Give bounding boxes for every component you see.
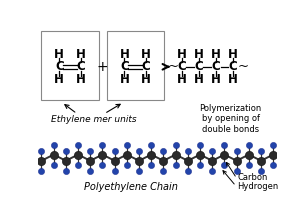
Text: Ethylene mer units: Ethylene mer units (51, 115, 137, 124)
Bar (107, 31, 164, 100)
Bar (41, 31, 99, 100)
Text: H: H (228, 73, 238, 86)
Text: H: H (211, 48, 221, 61)
Text: C: C (142, 60, 150, 73)
Text: C: C (55, 60, 64, 73)
Text: C: C (212, 60, 220, 73)
Text: +: + (96, 60, 108, 74)
Text: ~: ~ (238, 60, 249, 73)
Text: H: H (194, 73, 204, 86)
Text: Polyethylene Chain: Polyethylene Chain (84, 182, 178, 192)
Text: H: H (54, 73, 64, 86)
Text: C: C (177, 60, 186, 73)
Text: H: H (177, 73, 187, 86)
Text: Polymerization
by opening of
double bonds: Polymerization by opening of double bond… (200, 104, 262, 134)
Text: H: H (177, 48, 187, 61)
Text: H: H (76, 48, 86, 61)
Text: H: H (119, 73, 129, 86)
Text: C: C (120, 60, 129, 73)
Text: H: H (76, 73, 86, 86)
Text: H: H (119, 48, 129, 61)
Text: H: H (54, 48, 64, 61)
Text: C: C (194, 60, 203, 73)
Text: H: H (194, 48, 204, 61)
Text: H: H (211, 73, 221, 86)
Text: Hydrogen: Hydrogen (238, 182, 279, 191)
Text: H: H (141, 48, 151, 61)
Text: Carbon: Carbon (238, 173, 268, 182)
Text: C: C (77, 60, 85, 73)
Text: ~: ~ (168, 60, 179, 73)
Text: H: H (141, 73, 151, 86)
Text: C: C (228, 60, 237, 73)
Text: H: H (228, 48, 238, 61)
